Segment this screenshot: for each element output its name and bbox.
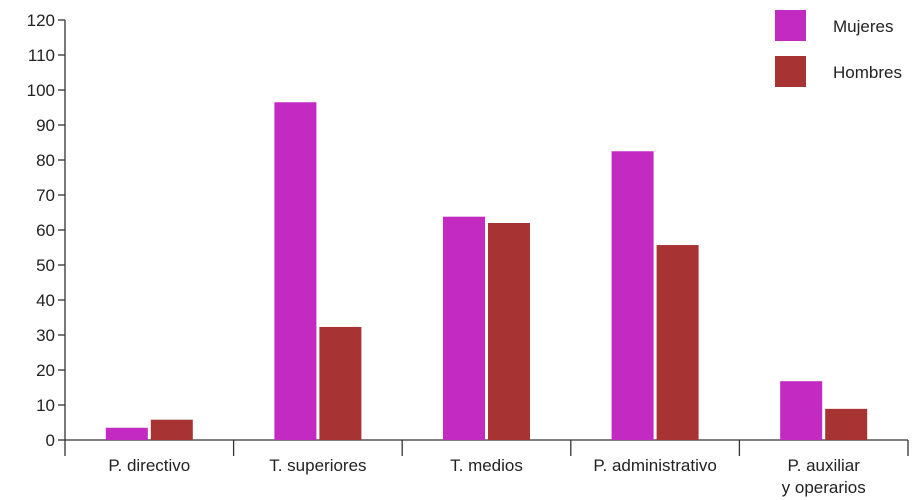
bar-mujeres	[611, 151, 654, 440]
bar-hombres	[656, 245, 699, 440]
x-category-label: P. administrativo	[593, 456, 716, 475]
y-tick-label: 20	[36, 361, 55, 380]
y-tick-label: 90	[36, 116, 55, 135]
x-category-label: P. auxiliar y operarios	[782, 456, 866, 497]
y-axis: 0 10 20 30 40 50 60 70 80 90 100 110 120	[27, 11, 66, 450]
y-tick-label: 10	[36, 396, 55, 415]
y-tick-label: 80	[36, 151, 55, 170]
bar-mujeres	[274, 102, 317, 440]
y-tick-label: 30	[36, 326, 55, 345]
legend-label: Hombres	[833, 63, 902, 82]
y-tick-label: 60	[36, 221, 55, 240]
y-tick-label: 110	[28, 46, 55, 65]
legend: Mujeres Hombres	[775, 10, 902, 87]
bar-hombres	[825, 408, 868, 440]
y-tick-label: 100	[27, 81, 55, 100]
bar-hombres	[488, 223, 530, 440]
bar-mujeres	[780, 381, 823, 440]
y-tick-label: 0	[46, 431, 55, 450]
bars	[105, 102, 868, 440]
y-tick-label: 40	[36, 291, 55, 310]
x-category-label: T. superiores	[269, 456, 366, 475]
x-axis: P. directivo T. superiores T. medios P. adm…	[64, 439, 909, 497]
legend-swatch-mujeres	[775, 10, 806, 41]
x-category-label: P. directivo	[108, 456, 190, 475]
y-tick-label: 120	[27, 11, 55, 30]
bar-mujeres	[443, 216, 485, 440]
x-category-label: T. medios	[450, 456, 523, 475]
y-tick-label: 70	[36, 186, 55, 205]
bar-hombres	[150, 419, 193, 440]
legend-swatch-hombres	[775, 56, 806, 87]
legend-label: Mujeres	[833, 17, 893, 36]
bar-mujeres	[105, 427, 148, 440]
bar-hombres	[319, 326, 362, 440]
y-tick-label: 50	[36, 256, 55, 275]
